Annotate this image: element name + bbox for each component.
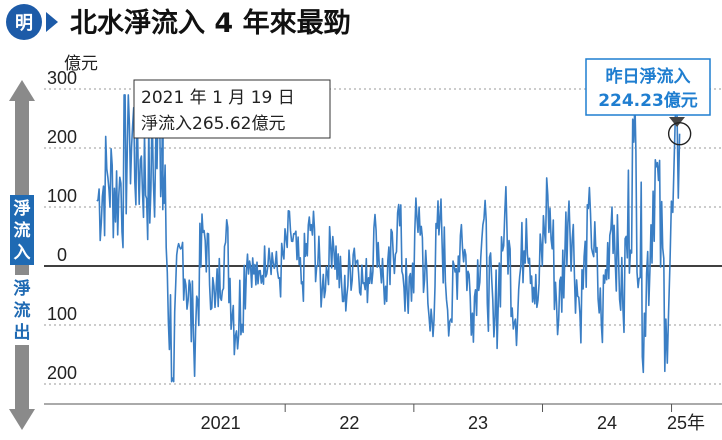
axes	[44, 403, 722, 412]
x-tick-label: 22	[339, 413, 359, 433]
x-tick-label: 23	[468, 413, 488, 433]
side-label-inflow-char-3: 入	[14, 243, 31, 263]
brand-logo-text: 明	[15, 13, 33, 34]
side-label-outflow-char-2: 流	[14, 300, 31, 321]
latest-value-text: 224.23億元	[598, 90, 698, 111]
net-flow-series-line	[96, 94, 681, 383]
y-tick-label: 0	[57, 245, 67, 265]
y-tick-label: 200	[47, 127, 77, 147]
x-tick-label: 25年	[667, 413, 705, 433]
side-label-inflow-char-1: 淨	[14, 199, 31, 219]
side-label-inflow-char-2: 流	[14, 220, 31, 241]
latest-marker	[667, 122, 692, 146]
latest-pointer-icon	[669, 117, 685, 127]
latest-label-text: 昨日淨流入	[606, 66, 691, 87]
y-tick-labels: 300 200 100 0 100 200	[47, 68, 77, 383]
annotation-latest: 昨日淨流入 224.23億元	[585, 58, 711, 146]
y-tick-label: 100	[47, 304, 77, 324]
y-tick-label: 100	[47, 186, 77, 206]
y-unit-label: 億元	[64, 54, 98, 74]
brand-logo-icon	[6, 4, 42, 40]
page-title: 北水淨流入 4 年來最勁	[70, 7, 351, 39]
latest-callout-box	[585, 58, 711, 116]
y-tick-label: 200	[47, 363, 77, 383]
x-tick-label: 2021	[201, 413, 241, 433]
x-tick-label: 24	[597, 413, 617, 433]
side-label-outflow-char-1: 淨	[14, 279, 31, 299]
side-label-outflow: 淨 流 出	[10, 275, 34, 345]
x-tick-labels: 2021 22 23 24 25年	[201, 413, 705, 433]
y-tick-label: 300	[47, 68, 77, 88]
annotation-2021-peak: 2021 年 1 月 19 日 淨流入265.62億元	[133, 79, 331, 139]
title-pointer-icon	[46, 12, 58, 32]
header: 明 北水淨流入 4 年來最勁	[6, 4, 351, 40]
side-label-inflow: 淨 流 入	[10, 195, 34, 265]
peak-value-text: 淨流入265.62億元	[141, 114, 285, 134]
peak-callout-box	[133, 79, 331, 139]
peak-date-text: 2021 年 1 月 19 日	[141, 88, 295, 108]
side-label-outflow-char-3: 出	[14, 322, 31, 343]
